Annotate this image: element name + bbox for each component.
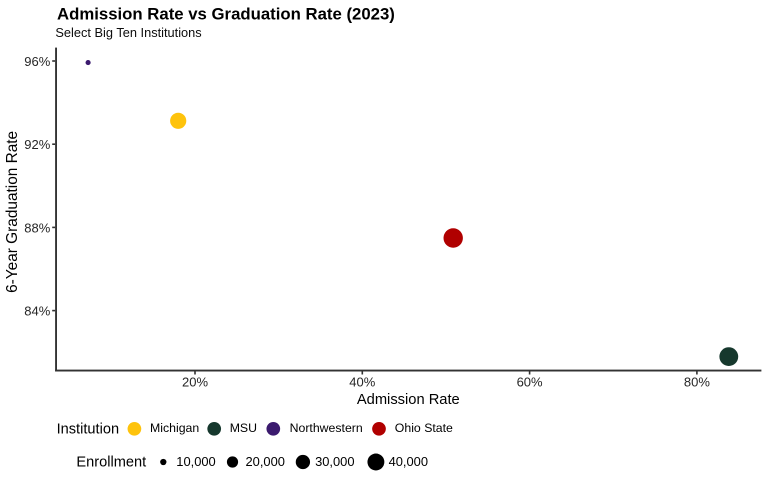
svg-text:80%: 80% xyxy=(684,375,710,390)
svg-text:Select Big Ten Institutions: Select Big Ten Institutions xyxy=(55,25,201,40)
svg-text:Admission Rate: Admission Rate xyxy=(357,392,460,408)
svg-text:10,000: 10,000 xyxy=(176,454,215,469)
svg-text:Michigan: Michigan xyxy=(150,421,199,435)
svg-text:MSU: MSU xyxy=(230,421,257,435)
svg-text:20%: 20% xyxy=(182,375,208,390)
svg-text:Enrollment: Enrollment xyxy=(76,455,146,471)
svg-text:84%: 84% xyxy=(24,304,50,319)
svg-text:92%: 92% xyxy=(24,137,50,152)
svg-text:96%: 96% xyxy=(24,54,50,69)
svg-text:20,000: 20,000 xyxy=(246,454,285,469)
svg-text:30,000: 30,000 xyxy=(315,454,354,469)
svg-text:88%: 88% xyxy=(24,220,50,235)
svg-text:40%: 40% xyxy=(349,375,375,390)
svg-text:40,000: 40,000 xyxy=(389,454,428,469)
svg-text:Institution: Institution xyxy=(57,422,119,438)
svg-text:Admission Rate vs Graduation R: Admission Rate vs Graduation Rate (2023) xyxy=(57,5,395,24)
svg-text:6-Year Graduation Rate: 6-Year Graduation Rate xyxy=(4,131,21,293)
svg-text:Northwestern: Northwestern xyxy=(290,421,363,435)
svg-text:Ohio State: Ohio State xyxy=(395,421,453,435)
svg-text:60%: 60% xyxy=(517,375,543,390)
